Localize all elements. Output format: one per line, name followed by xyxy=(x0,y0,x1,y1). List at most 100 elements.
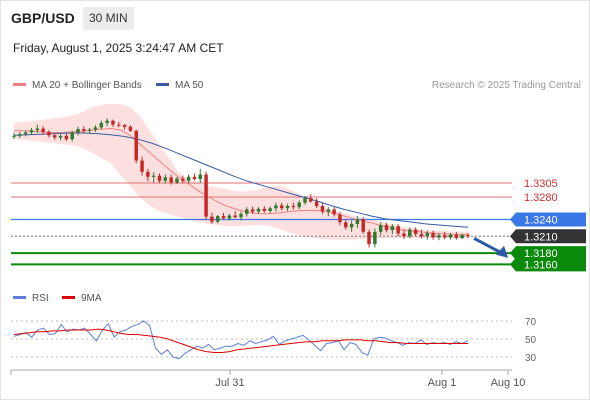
legend-ma50-label: MA 50 xyxy=(175,80,204,91)
candle-body xyxy=(384,225,389,231)
candle xyxy=(332,207,336,217)
legend-9ma-label: 9MA xyxy=(81,293,102,304)
level-label-resistance-1: 1.3280 xyxy=(524,192,558,204)
candle xyxy=(390,223,395,235)
candle xyxy=(52,133,57,140)
candle-body xyxy=(122,125,127,127)
candle xyxy=(279,202,284,211)
candle xyxy=(250,206,255,214)
candle xyxy=(268,206,272,214)
candle xyxy=(320,202,325,214)
candle xyxy=(163,174,168,184)
candle xyxy=(233,211,237,219)
candle-body xyxy=(419,234,424,237)
candle-body xyxy=(425,232,430,237)
candle-body xyxy=(396,226,400,234)
candle-body xyxy=(413,229,418,235)
candle xyxy=(338,212,342,226)
candle xyxy=(384,222,389,233)
candle-body xyxy=(64,135,69,140)
candle-body xyxy=(268,208,272,212)
candle-body xyxy=(215,216,220,222)
x-tick-label-1: Aug 1 xyxy=(428,377,457,389)
candle xyxy=(41,126,45,135)
candle xyxy=(425,230,430,240)
candle-body xyxy=(250,209,255,212)
candle xyxy=(378,222,383,236)
candle xyxy=(140,156,144,176)
candle xyxy=(355,216,360,228)
candle xyxy=(93,125,98,132)
candle xyxy=(175,176,179,185)
legend-bollinger: MA 20 + Bollinger Bands xyxy=(13,80,142,91)
candle xyxy=(204,171,208,220)
candle-body xyxy=(163,177,168,181)
candle xyxy=(35,124,40,134)
level-label-resistance-0: 1.3305 xyxy=(524,178,558,190)
legend-swatch-ma50 xyxy=(156,82,169,86)
candle-body xyxy=(285,205,290,209)
candle-body xyxy=(442,235,447,238)
legend-ma50: MA 50 xyxy=(156,80,203,91)
candle xyxy=(181,175,185,183)
candle xyxy=(408,227,412,239)
candle-body xyxy=(93,127,98,130)
instrument-title: GBP/USD xyxy=(11,10,75,26)
candle-body xyxy=(52,135,57,138)
candle-body xyxy=(198,174,203,180)
candle xyxy=(76,126,80,136)
candle xyxy=(18,131,22,139)
candle-body xyxy=(169,177,173,183)
x-tick-label-2: Aug 10 xyxy=(491,377,526,389)
candle xyxy=(274,202,278,212)
candle xyxy=(215,214,220,224)
candle-body xyxy=(47,131,51,136)
candle-body xyxy=(186,176,191,181)
candle-body xyxy=(151,175,156,177)
candle xyxy=(47,130,51,138)
candle xyxy=(23,130,28,137)
candle-body xyxy=(326,209,331,212)
candle xyxy=(309,194,313,203)
candle xyxy=(29,127,34,135)
candle-body xyxy=(355,219,360,224)
candle-body xyxy=(117,124,121,126)
candle xyxy=(396,223,400,237)
candle-body xyxy=(344,222,348,228)
candle xyxy=(227,213,232,221)
candle-body xyxy=(23,132,28,135)
bollinger-band xyxy=(14,103,468,240)
candle-body xyxy=(245,209,249,214)
candle-body xyxy=(175,178,179,183)
rsi-9ma-line xyxy=(13,328,468,353)
candle-body xyxy=(239,213,243,218)
legend-bollinger-label: MA 20 + Bollinger Bands xyxy=(32,80,142,91)
candle-body xyxy=(437,235,441,238)
candle-body xyxy=(18,134,22,136)
candle-body xyxy=(76,129,80,133)
timeframe-button[interactable]: 30 MIN xyxy=(83,7,134,30)
candle xyxy=(186,174,191,184)
candle xyxy=(285,203,290,212)
candle-body xyxy=(431,232,435,238)
legend-swatch-bollinger xyxy=(13,82,26,86)
candle xyxy=(466,232,470,238)
candle-body xyxy=(233,215,237,218)
candle-body xyxy=(361,219,365,232)
candle xyxy=(169,174,173,185)
candle-body xyxy=(448,234,453,238)
candle xyxy=(442,231,447,240)
candle-body xyxy=(128,126,133,131)
candle-body xyxy=(146,171,150,177)
candle-body xyxy=(402,233,406,237)
candle xyxy=(419,229,424,239)
candle xyxy=(349,220,354,232)
candle-body xyxy=(35,128,40,131)
candle-body xyxy=(134,130,138,161)
candle xyxy=(314,198,319,209)
candle xyxy=(210,212,214,224)
candle xyxy=(454,231,459,240)
candle-body xyxy=(99,122,104,128)
candle-body xyxy=(466,235,470,237)
